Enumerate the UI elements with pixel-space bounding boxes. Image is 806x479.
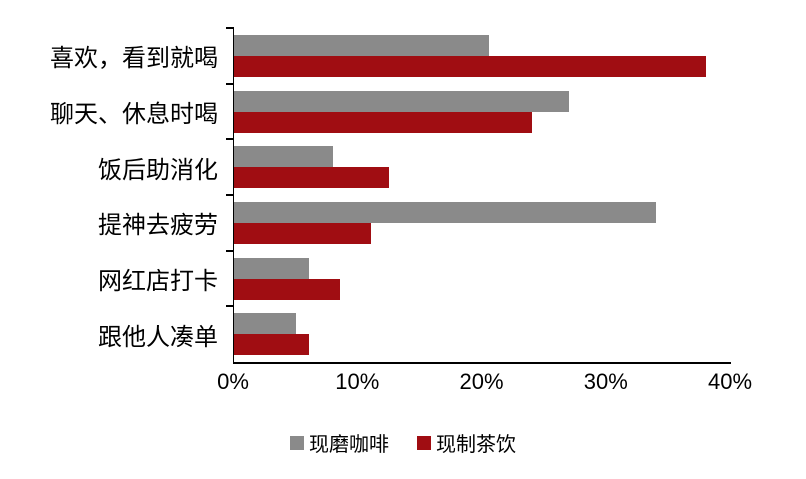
bar-series-0: [234, 146, 334, 168]
category-label: 提神去疲劳: [98, 212, 218, 240]
category-axis: 喜欢，看到就喝 聊天、休息时喝饭后助消化提神去疲劳网红店打卡跟他人凑单: [0, 28, 226, 362]
legend: 现磨咖啡 现制茶饮: [0, 428, 806, 457]
category-label: 跟他人凑单: [98, 323, 218, 351]
category-label: 网红店打卡: [98, 267, 218, 295]
y-axis-tick: [226, 138, 234, 141]
bar-series-1: [234, 55, 707, 77]
category-label: 饭后助消化: [98, 156, 218, 184]
legend-swatch-icon: [417, 435, 431, 450]
legend-item: 现磨咖啡: [290, 428, 389, 457]
x-tick-label: 20%: [459, 369, 504, 394]
bar-series-1: [234, 334, 309, 356]
y-axis-tick: [226, 194, 234, 196]
x-axis-ticks: 0% 10% 20% 30% 40%: [217, 369, 752, 399]
bar-series-0: [234, 201, 657, 223]
legend-item: 现制茶饮: [417, 428, 516, 457]
bar-group: [234, 146, 731, 189]
y-axis-tick: [226, 82, 234, 85]
x-tick-label: 0%: [217, 369, 249, 394]
legend-label: 现制茶饮: [436, 434, 516, 456]
x-tick-label: 30%: [583, 369, 628, 394]
y-axis-tick: [226, 249, 234, 252]
legend-swatch-icon: [290, 435, 304, 450]
bar-series-0: [234, 313, 297, 335]
bar-series-1: [234, 222, 371, 244]
y-axis-tick: [226, 27, 234, 29]
bar-group: [234, 313, 731, 356]
bar-series-1: [234, 167, 390, 189]
plot-area: [226, 27, 731, 364]
bar-group: [234, 90, 731, 133]
x-tick-label: 10%: [335, 369, 380, 394]
bar-series-0: [234, 34, 489, 56]
category-label: 喜欢，看到就喝: [50, 45, 218, 73]
bar-group: [234, 34, 731, 77]
bar-series-0: [234, 257, 309, 279]
x-tick-label: 40%: [707, 369, 753, 394]
category-label: 聊天、休息时喝: [50, 100, 218, 128]
bar-group: [234, 257, 731, 300]
bar-series-1: [234, 111, 533, 133]
bar-group: [234, 201, 731, 244]
bar-series-0: [234, 90, 570, 112]
legend-label: 现磨咖啡: [309, 434, 389, 456]
bar-series-1: [234, 278, 340, 300]
y-axis-tick: [226, 305, 234, 308]
